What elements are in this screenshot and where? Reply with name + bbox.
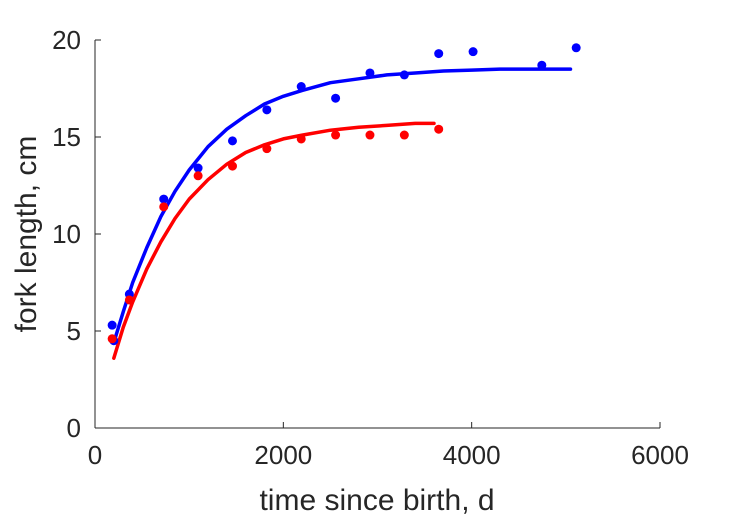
data-point-series-1: [193, 163, 203, 173]
data-point-series-1: [365, 68, 375, 78]
x-tick-label: 2000: [254, 440, 312, 470]
x-tick-label: 4000: [443, 440, 501, 470]
data-point-series-2: [124, 295, 134, 305]
ticks: 0 2000 4000 6000 0 5 10 15 20: [52, 25, 689, 470]
data-point-series-2: [434, 124, 444, 134]
data-point-series-1: [399, 70, 409, 80]
y-tick-label: 20: [52, 25, 81, 55]
data-point-series-1: [571, 43, 581, 53]
data-point-series-2: [193, 171, 203, 181]
data-point-series-2: [262, 144, 272, 154]
x-tick-label: 0: [88, 440, 102, 470]
y-tick-label: 10: [52, 219, 81, 249]
fit-curves: [112, 67, 573, 360]
y-tick-label: 15: [52, 122, 81, 152]
x-axis-label: time since birth, d: [259, 484, 494, 517]
data-point-series-1: [537, 60, 547, 70]
data-point-series-2: [227, 161, 237, 171]
data-point-series-2: [399, 130, 409, 140]
y-tick-label: 0: [67, 413, 81, 443]
fit-curve-series-1: [112, 67, 573, 345]
data-point-series-1: [262, 105, 272, 115]
data-point-series-1: [296, 82, 306, 92]
fit-curve-series-2: [112, 121, 436, 360]
data-point-series-1: [331, 93, 341, 103]
data-point-series-2: [296, 134, 306, 144]
x-tick-label: 6000: [631, 440, 689, 470]
data-point-series-2: [159, 202, 169, 212]
axes: [94, 40, 660, 429]
data-point-series-1: [107, 320, 117, 330]
data-point-series-2: [107, 334, 117, 344]
data-point-series-1: [227, 136, 237, 146]
data-point-series-1: [434, 49, 444, 59]
y-tick-label: 5: [67, 316, 81, 346]
data-point-series-2: [331, 130, 341, 140]
data-point-series-1: [159, 194, 169, 204]
data-points: [107, 43, 581, 346]
data-point-series-1: [468, 47, 478, 57]
y-axis-label: fork length, cm: [10, 136, 43, 333]
data-point-series-2: [365, 130, 375, 140]
